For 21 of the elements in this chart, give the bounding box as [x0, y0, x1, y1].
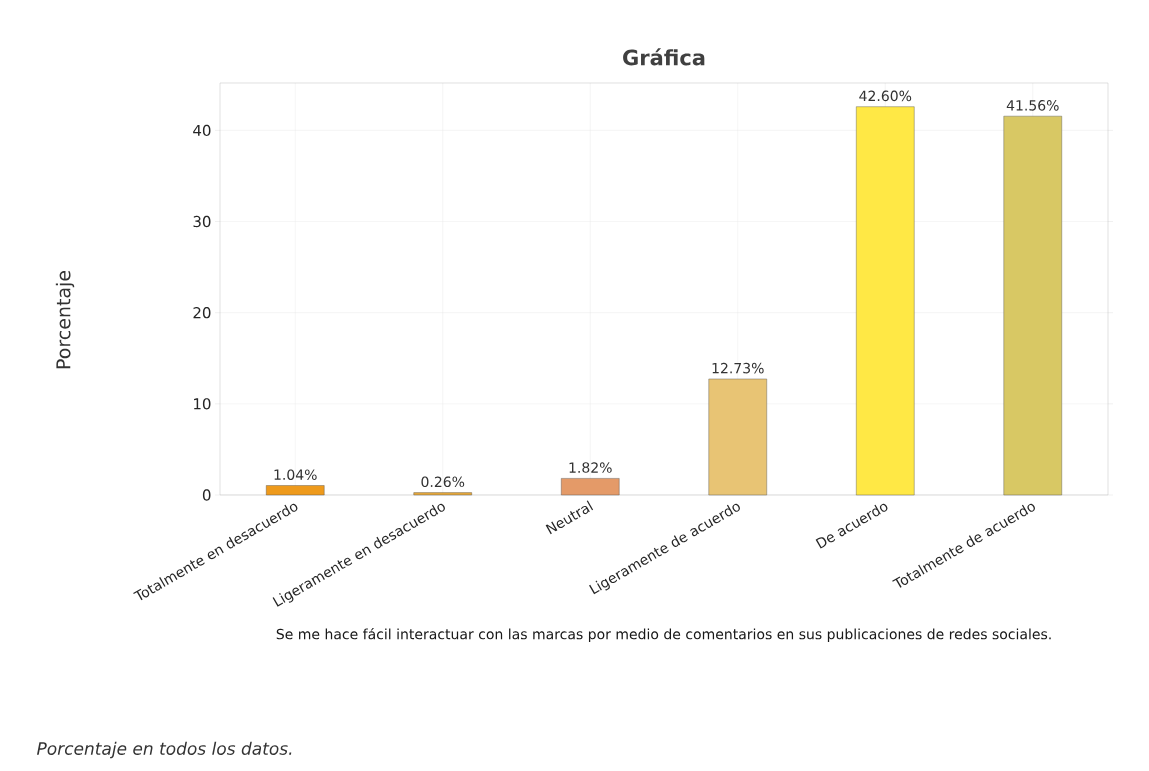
bar — [708, 378, 767, 496]
data-label: 1.04% — [274, 469, 317, 480]
chart-title: Gráfica — [623, 48, 705, 66]
data-label: 42.60% — [859, 90, 912, 102]
bar — [266, 485, 325, 496]
bar — [856, 106, 915, 496]
data-label: 1.82% — [569, 462, 612, 473]
y-axis-title: Porcentaje — [55, 270, 75, 369]
y-tick-label: 30 — [193, 215, 211, 228]
bar — [1003, 115, 1062, 496]
data-label: 12.73% — [712, 362, 764, 374]
bar — [561, 478, 620, 496]
y-tick-label: 20 — [193, 307, 211, 319]
y-tick-label: 40 — [193, 124, 211, 137]
text: Porcentaje en todos los datos. — [37, 741, 292, 759]
data-label: 0.26% — [421, 476, 465, 488]
bar — [413, 492, 472, 496]
y-tick-label: 0 — [202, 489, 211, 501]
x-axis-title: Se me hace fácil interactuar con las marcas por medio de comentarios en sus publicaciones de redes sociales. — [276, 627, 1051, 643]
data-label: 41.56% — [1006, 100, 1059, 111]
y-tick-label: 10 — [194, 398, 211, 410]
